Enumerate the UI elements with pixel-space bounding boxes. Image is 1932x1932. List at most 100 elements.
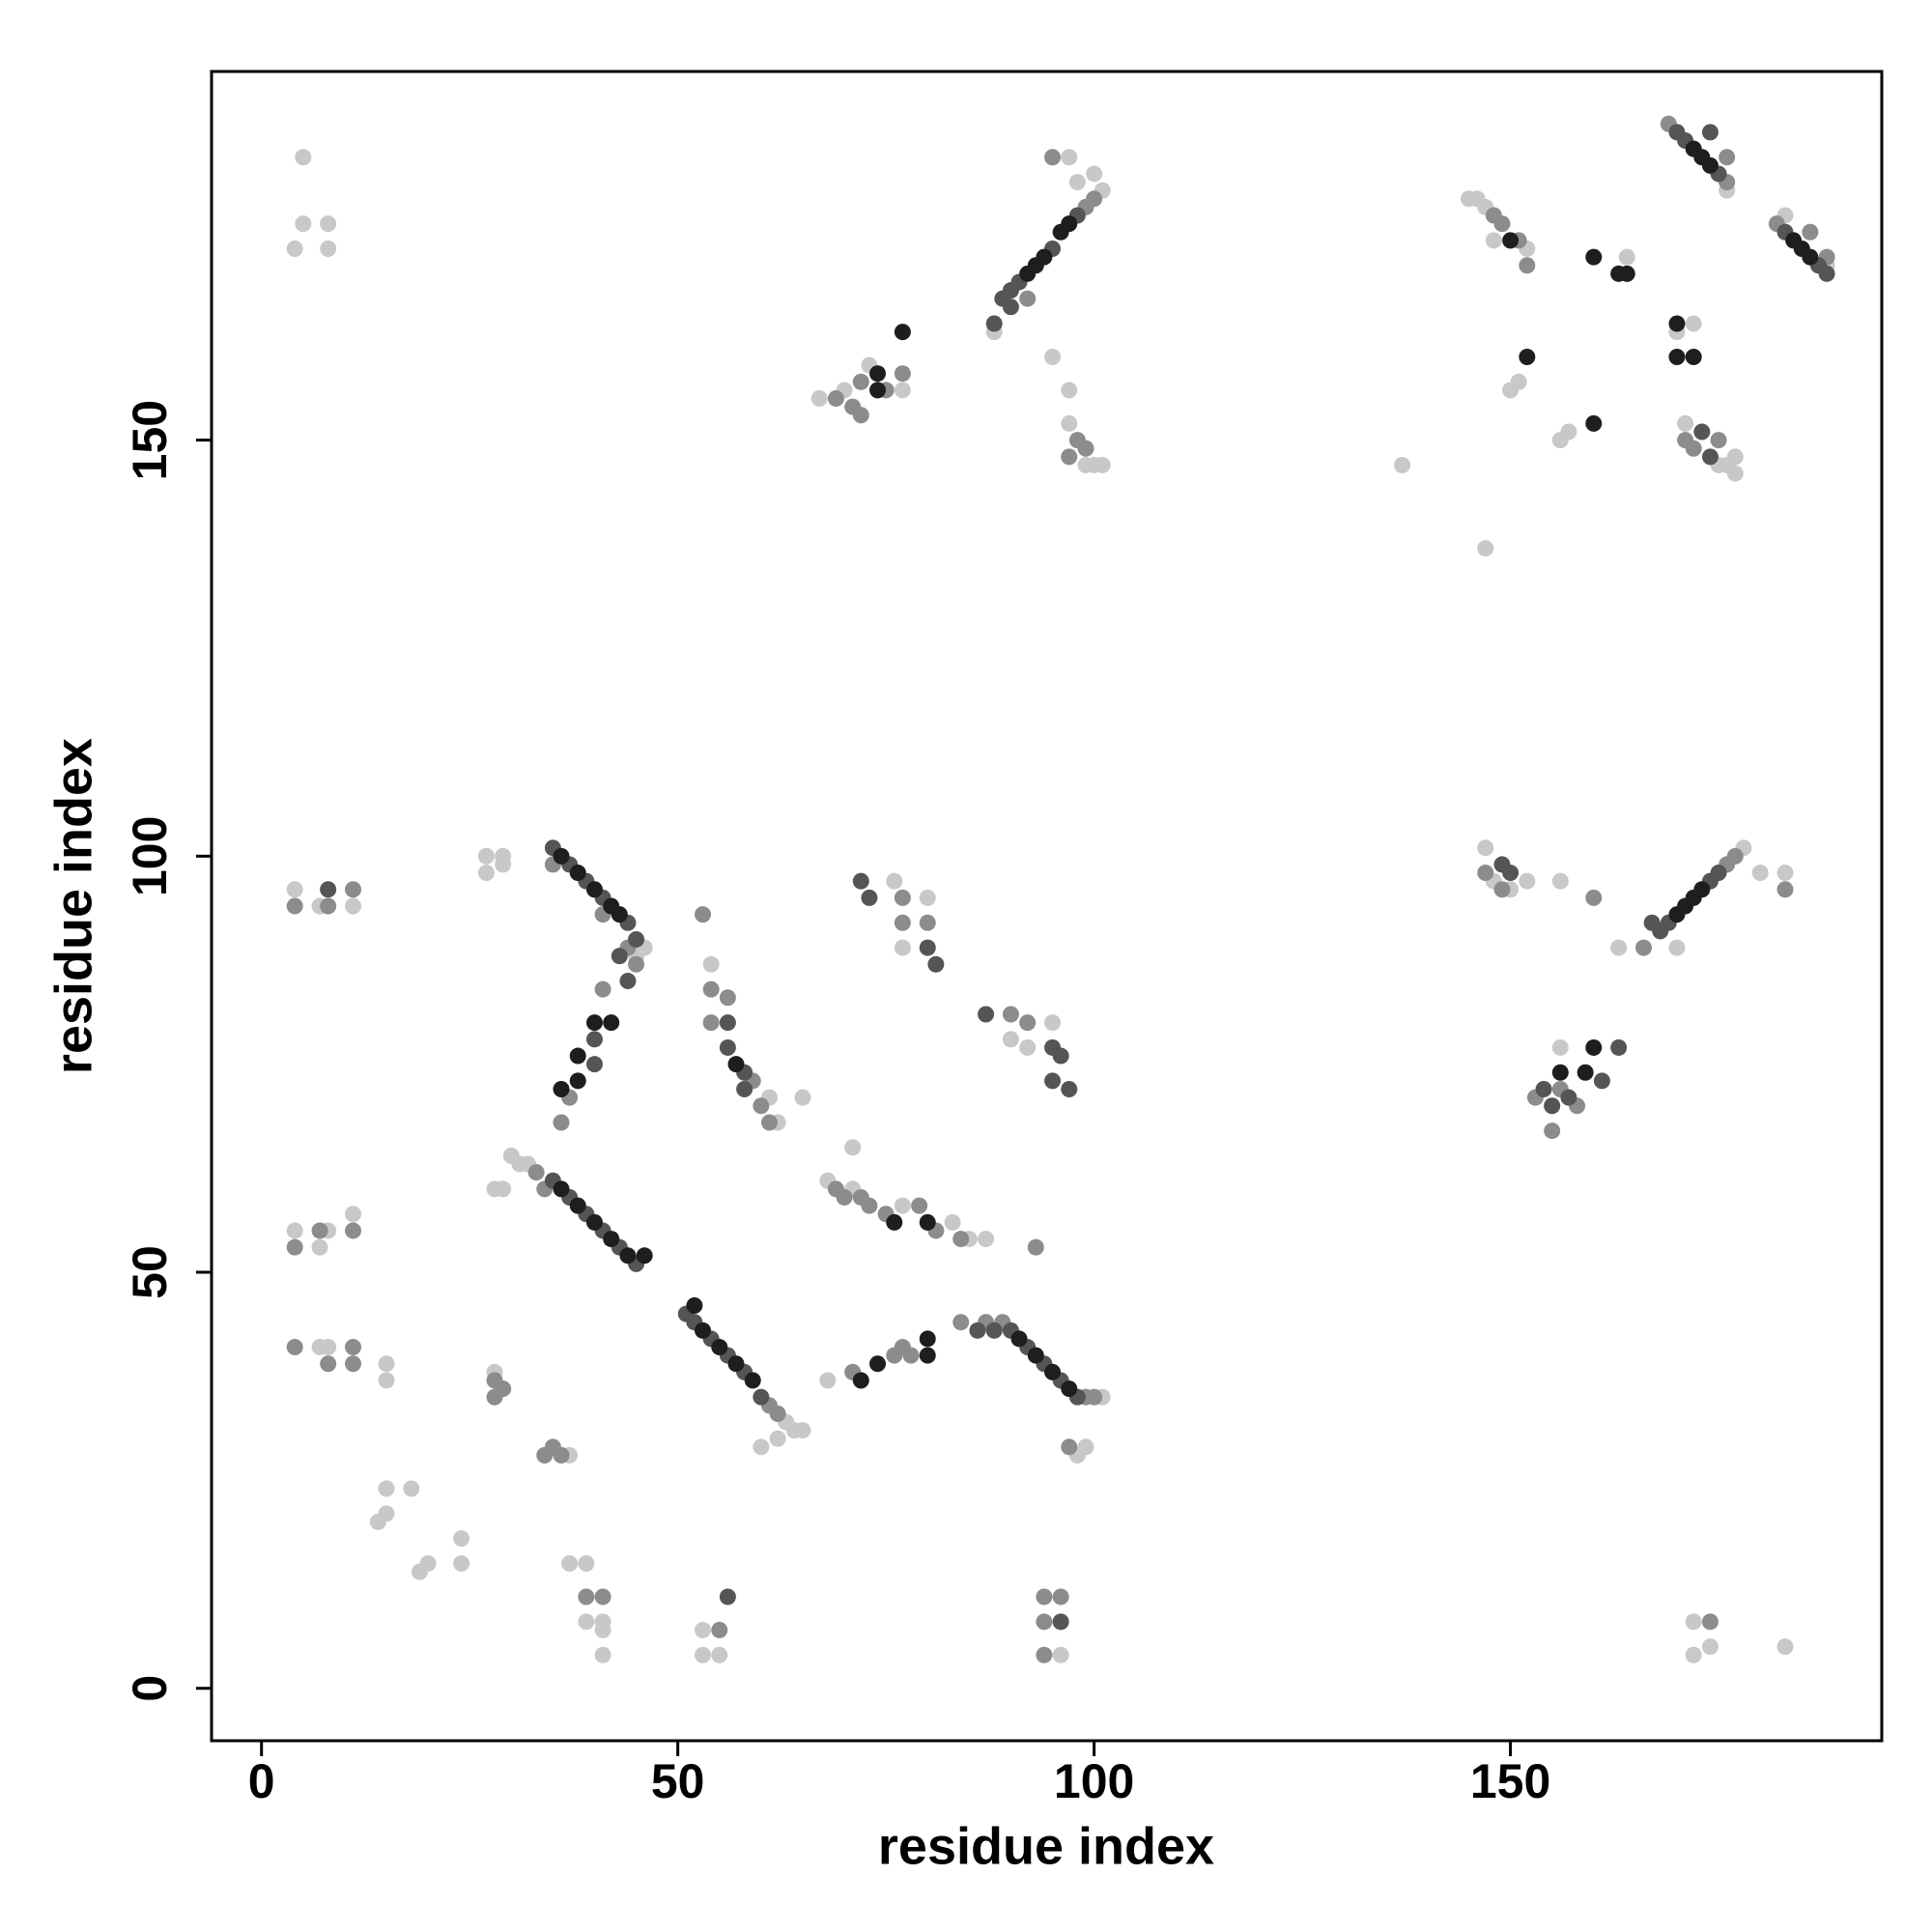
point [1693, 149, 1711, 166]
point [1002, 1006, 1019, 1023]
point [719, 1588, 736, 1605]
point [495, 1380, 512, 1398]
point [1585, 414, 1603, 432]
point [919, 1330, 936, 1348]
point [1019, 290, 1037, 307]
point [311, 1222, 328, 1239]
point [1685, 315, 1702, 332]
point [894, 365, 911, 383]
point [736, 1081, 753, 1098]
point [1052, 1646, 1069, 1663]
point [1061, 1438, 1078, 1456]
point [852, 373, 869, 390]
point [894, 382, 911, 399]
y-tick-label: 50 [123, 1245, 177, 1299]
point [1094, 456, 1111, 473]
point [345, 1206, 362, 1223]
point [569, 1047, 586, 1065]
point [894, 889, 911, 906]
point [477, 865, 495, 882]
point [1027, 1238, 1044, 1256]
point [1077, 1438, 1094, 1456]
point [1077, 440, 1094, 457]
point [578, 1613, 595, 1631]
point [819, 1372, 837, 1389]
point [378, 1355, 395, 1373]
point [1493, 881, 1511, 898]
point [1519, 348, 1536, 365]
point [1061, 1380, 1078, 1398]
point [1710, 432, 1727, 449]
point [695, 1621, 712, 1638]
point [1052, 1613, 1069, 1631]
point [603, 1231, 620, 1248]
point [1544, 1122, 1561, 1140]
point [1643, 914, 1661, 931]
point [753, 1388, 770, 1406]
point [844, 1139, 862, 1156]
point [1585, 248, 1603, 266]
point [1044, 348, 1062, 365]
point [869, 382, 887, 399]
point [1477, 865, 1494, 882]
point [1618, 265, 1635, 282]
point [861, 1197, 878, 1214]
point [1052, 1588, 1069, 1605]
point [702, 1014, 720, 1032]
y-tick-label: 0 [123, 1675, 177, 1702]
point [320, 215, 337, 233]
point [378, 1480, 395, 1497]
point [1776, 865, 1794, 882]
point [1044, 1072, 1062, 1090]
point [1776, 1638, 1794, 1656]
y-tick-label: 150 [123, 400, 177, 480]
point [578, 1555, 595, 1573]
point [561, 1555, 579, 1573]
point [369, 1513, 386, 1530]
point [1044, 1014, 1062, 1032]
point [727, 1056, 745, 1073]
point [585, 1213, 603, 1231]
point [553, 847, 570, 865]
point [760, 1114, 778, 1131]
point [794, 1089, 811, 1106]
point [1019, 1038, 1037, 1056]
point [952, 1314, 970, 1331]
point [1618, 248, 1635, 266]
point [286, 881, 303, 898]
point [585, 881, 603, 898]
point [753, 1438, 770, 1456]
point [894, 1197, 911, 1214]
point [1685, 1613, 1702, 1631]
point [702, 980, 720, 998]
x-axis-label: residue index [878, 1817, 1214, 1875]
point [1610, 1038, 1628, 1056]
point [1551, 872, 1569, 890]
point [1668, 906, 1686, 923]
point [1677, 414, 1694, 432]
point [495, 856, 512, 873]
point [1726, 847, 1744, 865]
point [1002, 298, 1019, 316]
point [894, 939, 911, 956]
point [1701, 1638, 1719, 1656]
point [1701, 124, 1719, 141]
point [477, 847, 495, 865]
point [495, 1180, 512, 1198]
point [911, 1197, 928, 1214]
point [320, 897, 337, 915]
point [852, 872, 869, 890]
point [1061, 382, 1078, 399]
point [286, 1238, 303, 1256]
point [553, 1081, 570, 1098]
point [578, 1588, 595, 1605]
point [320, 1339, 337, 1356]
point [594, 1588, 611, 1605]
point [1519, 872, 1536, 890]
point [1585, 889, 1603, 906]
point [1551, 1038, 1569, 1056]
point [886, 1213, 903, 1231]
point [695, 1646, 712, 1663]
point [619, 1247, 637, 1264]
point [585, 1014, 603, 1032]
